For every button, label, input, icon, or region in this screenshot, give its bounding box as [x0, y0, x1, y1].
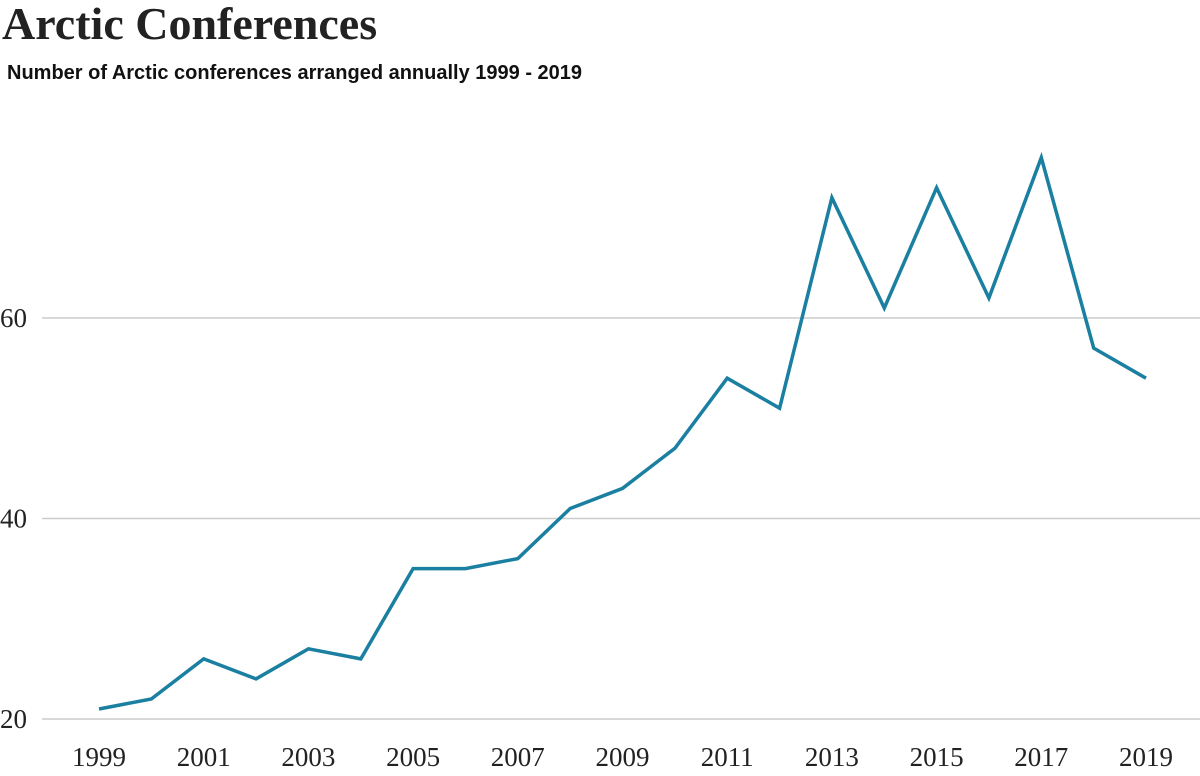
- chart-title: Arctic Conferences: [2, 0, 378, 49]
- gridlines: [42, 317, 1200, 720]
- series-layer: [98, 151, 1147, 711]
- x-tick-label: 2005: [386, 742, 440, 772]
- x-tick-label: 2017: [1014, 742, 1068, 772]
- y-axis-tick-labels: 20 40 60: [0, 303, 27, 734]
- y-tick-label: 60: [0, 303, 27, 333]
- x-tick-label: 2007: [491, 742, 545, 772]
- x-tick-label: 2011: [701, 742, 754, 772]
- y-tick-label: 40: [0, 504, 27, 534]
- chart-subtitle: Number of Arctic conferences arranged an…: [7, 62, 583, 84]
- x-tick-label: 2001: [177, 742, 231, 772]
- x-tick-label: 2015: [910, 742, 964, 772]
- series-line-0: [98, 151, 1147, 711]
- x-axis-tick-labels: 1999 2001 2003 2005 2007 2009 2011 2013 2015 2017…: [72, 742, 1173, 772]
- x-tick-label: 2003: [281, 742, 335, 772]
- x-tick-label: 2009: [596, 742, 650, 772]
- x-tick-label: 1999: [72, 742, 126, 772]
- x-tick-label: 2019: [1119, 742, 1173, 772]
- y-tick-label: 20: [0, 704, 27, 734]
- x-tick-label: 2013: [805, 742, 859, 772]
